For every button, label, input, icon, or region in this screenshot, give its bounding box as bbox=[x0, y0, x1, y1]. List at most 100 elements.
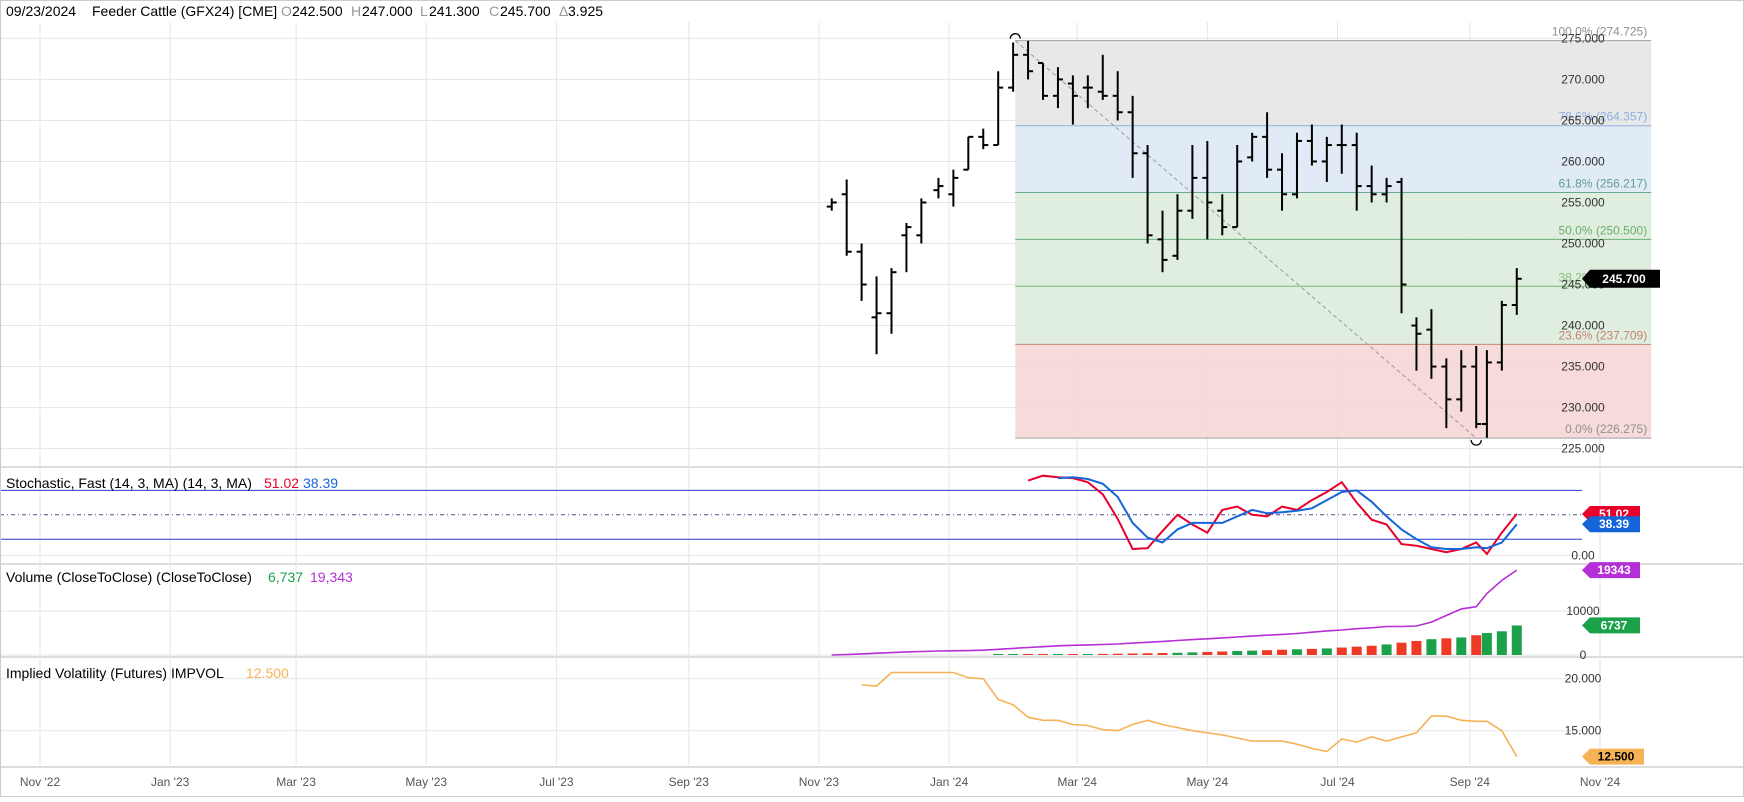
stochastic-k-line bbox=[1027, 474, 1518, 556]
price-y-tick-label: 255.000 bbox=[1561, 195, 1605, 209]
fib-level-label: 61.8% (256.217) bbox=[1558, 176, 1647, 190]
volume-bar bbox=[1366, 645, 1377, 655]
header-instrument: Feeder Cattle (GFX24) [CME] bbox=[92, 3, 277, 19]
stochastic-title: Stochastic, Fast (14, 3, MA) (14, 3, MA) bbox=[6, 475, 252, 491]
fib-level-label: 78.6% (264.357) bbox=[1558, 110, 1647, 124]
stochastic-d-badge bbox=[1582, 516, 1640, 533]
volume-bar bbox=[1481, 633, 1492, 655]
header-date: 09/23/2024 bbox=[6, 3, 76, 19]
price-y-tick-label: 225.000 bbox=[1561, 442, 1605, 456]
volume-bar bbox=[1306, 648, 1317, 655]
volume-bar bbox=[1172, 652, 1183, 655]
price-y-tick-label: 270.000 bbox=[1561, 72, 1605, 86]
volume-bar bbox=[1157, 653, 1168, 655]
header-change-label: Δ bbox=[559, 3, 568, 19]
fibonacci-layer: 100.0% (274.725) 78.6% (264.357) 61.8% (25… bbox=[1009, 25, 1652, 446]
volume-bar bbox=[1067, 654, 1078, 655]
fib-level-label: 0.0% (226.275) bbox=[1565, 422, 1647, 436]
impvol-badge-label: 12.500 bbox=[1598, 750, 1635, 764]
stochastic-d-line bbox=[1057, 476, 1518, 550]
fib-anchor-low bbox=[1470, 440, 1482, 446]
header-low-value: 241.300 bbox=[429, 3, 480, 19]
volume-layer bbox=[0, 569, 1582, 656]
volume-bar bbox=[1127, 653, 1138, 655]
volume-bar bbox=[1336, 647, 1347, 655]
impvol-y-tick-label: 15.000 bbox=[1565, 724, 1602, 738]
volume-avg-badge bbox=[1582, 562, 1640, 579]
header-close-label: C bbox=[489, 3, 499, 19]
volume-bar bbox=[1202, 651, 1213, 655]
x-tick-label: Jan '24 bbox=[930, 775, 969, 789]
x-tick-label: Jul '23 bbox=[539, 775, 574, 789]
volume-bar bbox=[1441, 638, 1452, 655]
impvol-y-tick-label: 20.000 bbox=[1565, 672, 1602, 686]
volume-bar bbox=[1426, 639, 1437, 655]
header-low-label: L bbox=[420, 3, 428, 19]
volume-bar bbox=[1262, 650, 1273, 655]
volume-bar bbox=[1097, 653, 1108, 655]
volume-bar bbox=[1411, 640, 1422, 655]
last-price-label: 245.700 bbox=[1602, 272, 1646, 286]
x-tick-label: Mar '23 bbox=[276, 775, 316, 789]
impvol-title: Implied Volatility (Futures) IMPVOL bbox=[6, 665, 224, 681]
volume-badge bbox=[1582, 617, 1640, 634]
volume-title: Volume (CloseToClose) (CloseToClose) bbox=[6, 569, 252, 585]
volume-bar bbox=[1232, 651, 1243, 655]
fib-level-label: 23.6% (237.709) bbox=[1558, 328, 1647, 342]
x-tick-label: May '24 bbox=[1187, 775, 1229, 789]
x-tick-label: May '23 bbox=[405, 775, 447, 789]
price-bars-layer bbox=[826, 40, 1522, 438]
stochastic-layer bbox=[0, 474, 1582, 556]
header-high-value: 247.000 bbox=[362, 3, 413, 19]
fib-level-label: 50.0% (250.500) bbox=[1558, 223, 1647, 237]
volume-bar bbox=[1471, 635, 1482, 655]
x-tick-label: Nov '22 bbox=[20, 775, 61, 789]
volume-bar bbox=[1511, 625, 1522, 655]
header-change-value: 3.925 bbox=[568, 3, 603, 19]
volume-bar bbox=[1496, 631, 1507, 655]
stochastic-y-tick-label: 0.00 bbox=[1571, 548, 1595, 562]
volume-bar bbox=[1052, 654, 1063, 655]
header-open-value: 242.500 bbox=[292, 3, 343, 19]
volume-bar bbox=[1008, 654, 1019, 655]
price-y-tick-label: 260.000 bbox=[1561, 154, 1605, 168]
price-y-tick-label: 230.000 bbox=[1561, 401, 1605, 415]
x-tick-label: Jan '23 bbox=[151, 775, 190, 789]
header-open-label: O bbox=[281, 3, 292, 19]
stochastic-d-badge-label: 38.39 bbox=[1599, 517, 1629, 531]
volume-bar bbox=[1291, 649, 1302, 655]
price-y-tick-label: 235.000 bbox=[1561, 360, 1605, 374]
fib-zone bbox=[1015, 192, 1652, 240]
x-tick-label: Sep '23 bbox=[669, 775, 710, 789]
volume-avg-value: 19,343 bbox=[310, 569, 353, 585]
volume-bar bbox=[1351, 646, 1362, 655]
fib-zone bbox=[1015, 344, 1652, 439]
x-tick-label: Nov '24 bbox=[1580, 775, 1621, 789]
fib-zone bbox=[1015, 239, 1652, 287]
header-close-value: 245.700 bbox=[500, 3, 551, 19]
last-price-badge bbox=[1582, 269, 1660, 288]
volume-bar bbox=[993, 654, 1004, 655]
x-tick-label: Jul '24 bbox=[1320, 775, 1355, 789]
impvol-layer bbox=[0, 671, 1582, 758]
price-y-tick-label: 240.000 bbox=[1561, 319, 1605, 333]
volume-bar bbox=[1112, 653, 1123, 655]
impvol-badge bbox=[1582, 748, 1644, 765]
header-high-label: H bbox=[351, 3, 361, 19]
volume-bar bbox=[1142, 653, 1153, 655]
volume-bar bbox=[1321, 648, 1332, 655]
stochastic-k-value: 51.02 bbox=[264, 475, 299, 491]
volume-bar bbox=[1082, 654, 1093, 655]
volume-bar bbox=[1456, 637, 1467, 655]
volume-bar bbox=[1038, 654, 1049, 655]
fib-trendline bbox=[1014, 40, 1477, 439]
volume-bar bbox=[1023, 654, 1034, 655]
volume-bar bbox=[1247, 650, 1258, 655]
price-y-tick-label: 275.000 bbox=[1561, 31, 1605, 45]
volume-bar bbox=[1217, 651, 1228, 655]
fib-anchor-high bbox=[1009, 33, 1021, 39]
impvol-line bbox=[861, 671, 1518, 758]
